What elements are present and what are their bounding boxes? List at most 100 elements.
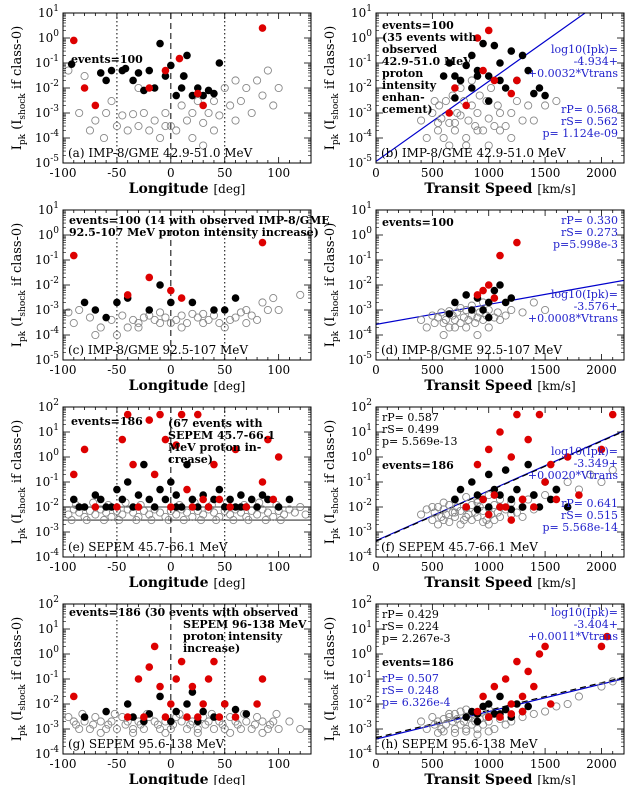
- data-point-red: [145, 663, 154, 671]
- data-point-red: [167, 700, 175, 708]
- y-tick-base: 10: [348, 722, 363, 736]
- y-tick-base: 10: [351, 425, 366, 439]
- y-tick-exponent: 0: [366, 448, 372, 458]
- data-point-open: [541, 101, 550, 110]
- data-point-red: [150, 470, 159, 479]
- x-axis-label-unit: [km/s]: [537, 182, 575, 196]
- y-tick-base: 10: [38, 647, 53, 661]
- y-tick-base: 10: [351, 6, 366, 20]
- data-point-open: [132, 516, 141, 525]
- data-point-open: [115, 516, 124, 525]
- data-point-red: [204, 503, 213, 511]
- data-point-red: [518, 707, 527, 716]
- data-point-open: [177, 101, 186, 110]
- plot-area: [64, 24, 283, 150]
- data-point-red: [496, 428, 504, 436]
- data-point-open: [433, 502, 443, 512]
- y-tick-label: 10-1: [348, 54, 372, 70]
- data-point-open: [518, 512, 527, 521]
- fit-equation: -3.349+: [574, 457, 618, 470]
- y-axis-label-part: I: [323, 736, 338, 741]
- data-point-red: [161, 713, 170, 721]
- data-point-open: [85, 126, 95, 135]
- data-point-red: [220, 700, 229, 708]
- data-point-red: [445, 109, 454, 117]
- data-point-black: [96, 495, 105, 504]
- data-point-red: [484, 445, 493, 454]
- data-point-black: [507, 47, 516, 55]
- data-point-open: [123, 323, 132, 332]
- data-point-open: [437, 308, 446, 317]
- y-tick-label: 100: [38, 645, 59, 661]
- data-point-open: [164, 516, 173, 525]
- data-point-open: [417, 717, 426, 726]
- data-point-open: [134, 319, 143, 328]
- data-point-open: [155, 319, 165, 328]
- y-tick-base: 10: [35, 81, 50, 95]
- data-point-open: [155, 508, 165, 517]
- data-point-open: [430, 97, 439, 106]
- data-point-red: [150, 642, 159, 651]
- data-point-open: [129, 724, 138, 734]
- data-point-open: [247, 311, 256, 320]
- data-point-red: [479, 495, 487, 504]
- y-tick-exponent: -1: [50, 251, 59, 261]
- data-point-open: [258, 728, 267, 737]
- data-point-open: [112, 122, 121, 131]
- fit-equation: -3.576+: [574, 300, 618, 313]
- data-point-open: [75, 305, 84, 315]
- stats-text: rP= 0.641: [561, 497, 618, 510]
- y-tick-base: 10: [35, 253, 50, 267]
- y-tick-exponent: -3: [50, 301, 59, 311]
- data-point-red: [541, 642, 549, 651]
- y-tick-label: 101: [351, 423, 372, 439]
- data-point-black: [210, 89, 218, 98]
- panel-annotation: (35 events with: [382, 31, 477, 44]
- data-point-open: [258, 717, 267, 726]
- fit-equation: log10(Ipk)=: [551, 445, 618, 458]
- y-tick-base: 10: [38, 203, 53, 217]
- data-point-open: [161, 728, 170, 737]
- data-point-open: [112, 330, 121, 340]
- x-axis-label: Longitude [deg]: [129, 772, 246, 785]
- data-point-open: [193, 724, 202, 734]
- y-axis-label-part: pk: [331, 527, 341, 539]
- y-axis-label-part: (I: [10, 120, 25, 134]
- stats-text: rP= 0.507: [382, 672, 439, 685]
- y-tick-exponent: -1: [363, 473, 372, 483]
- data-point-black: [274, 503, 283, 511]
- panel-annotation: events=186: [71, 415, 143, 428]
- data-point-red: [479, 692, 487, 701]
- data-point-red: [177, 294, 186, 302]
- data-point-open: [236, 97, 245, 106]
- data-point-black: [172, 491, 181, 499]
- data-point-red: [242, 503, 251, 511]
- data-point-red: [473, 460, 482, 469]
- data-point-black: [473, 717, 482, 726]
- y-tick-exponent: 0: [53, 29, 59, 39]
- panel-b: 0 500 1000 1500 200010-510-410-310-210-11001…: [348, 4, 625, 197]
- data-point-open: [422, 505, 431, 514]
- data-point-open: [296, 290, 305, 299]
- data-point-black: [215, 59, 224, 67]
- y-tick-exponent: -5: [50, 154, 59, 164]
- panel-caption: (d) IMP-8/GME 92.5-107 MeV: [381, 343, 562, 357]
- panel-annotation: crease): [168, 453, 213, 466]
- y-tick-base: 10: [35, 353, 50, 367]
- data-point-open: [129, 110, 138, 119]
- data-point-open: [597, 682, 606, 691]
- data-point-red: [253, 700, 261, 708]
- y-tick-label: 101: [351, 4, 372, 20]
- y-tick-base: 10: [38, 400, 53, 414]
- data-point-black: [462, 291, 470, 299]
- panel-c: -100 -50 0 50 10010-510-410-310-210-1100101L…: [35, 201, 330, 394]
- data-point-black: [285, 495, 294, 504]
- panel-caption: (a) IMP-8/GME 42.9-51.0 MeV: [68, 146, 253, 160]
- x-axis-label-name: Longitude: [129, 772, 209, 785]
- y-tick-label: 10-1: [35, 473, 59, 489]
- data-point-black: [541, 91, 549, 100]
- data-point-black: [80, 503, 89, 511]
- y-tick-label: 10-4: [348, 745, 372, 761]
- data-point-open: [129, 315, 138, 324]
- panel-caption: (c) IMP-8/GME 92.5-107 MeV: [68, 343, 248, 357]
